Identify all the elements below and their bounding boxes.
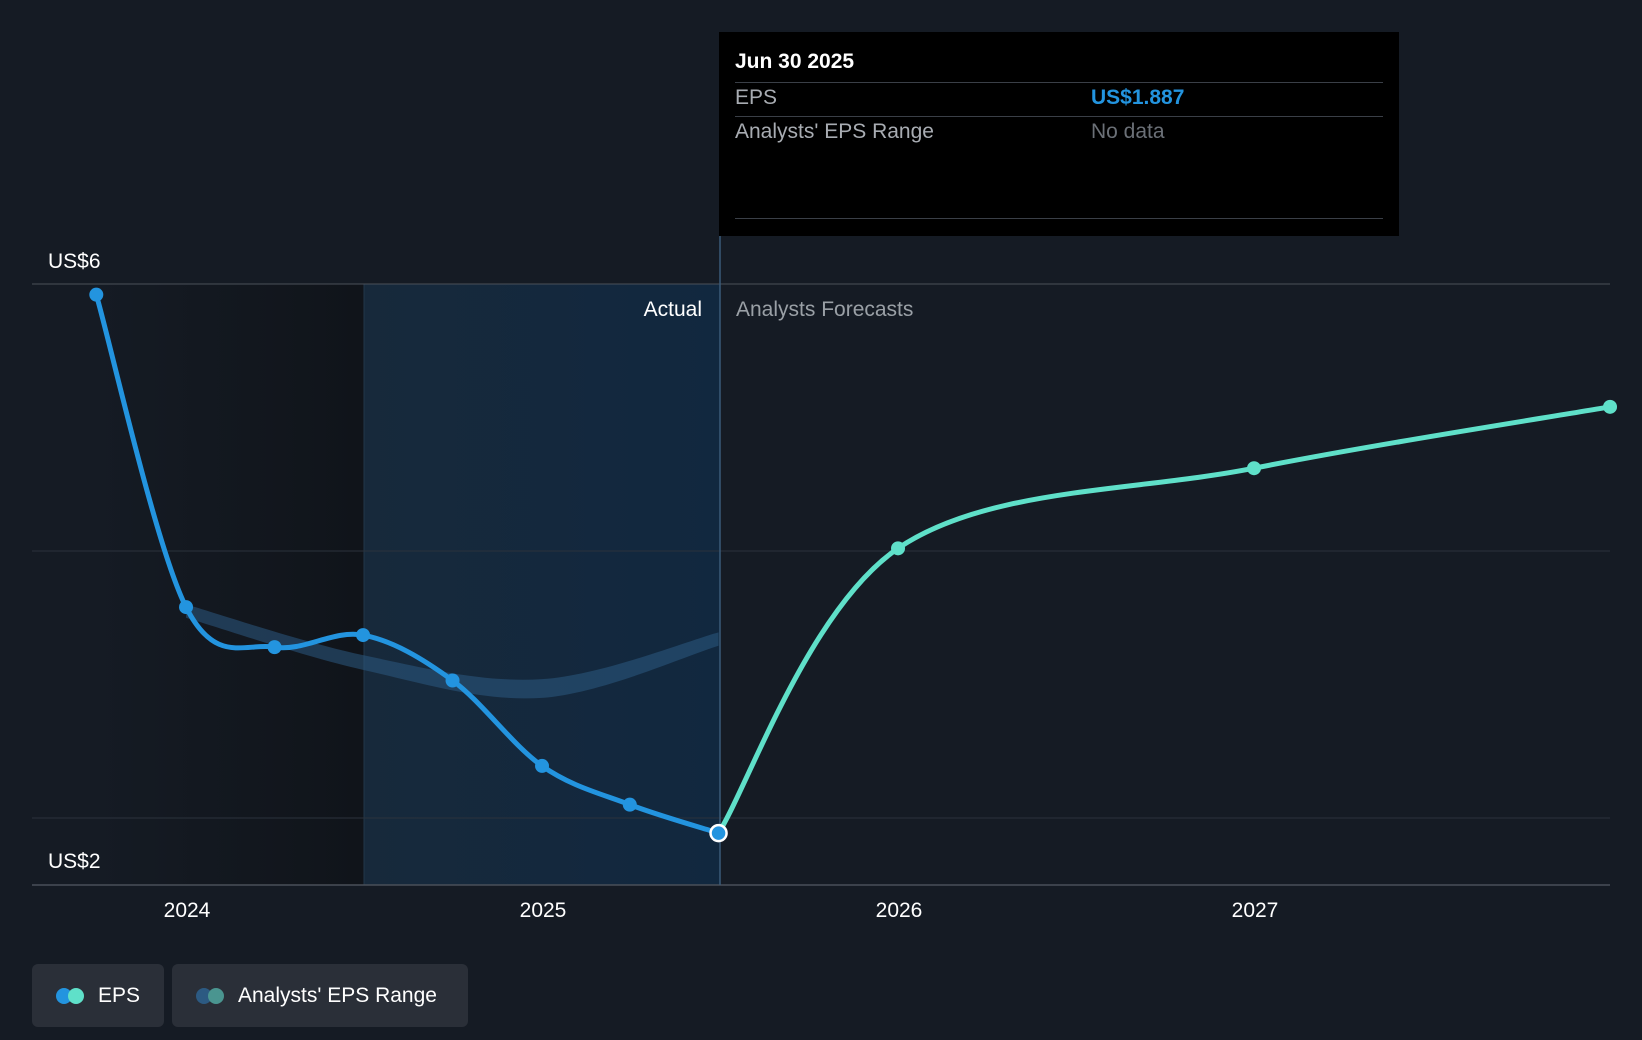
data-point-actual (89, 287, 104, 302)
forecast-section-label: Analysts Forecasts (736, 298, 913, 321)
tooltip-divider (735, 218, 1383, 219)
y-axis-label-bottom: US$2 (48, 850, 101, 873)
eps-range-legend-icon (196, 987, 226, 1004)
x-tick-label: 2026 (876, 899, 923, 922)
tooltip-divider (735, 82, 1383, 83)
legend-item-eps[interactable]: EPS (32, 964, 164, 1027)
data-point-forecast (891, 541, 906, 556)
legend-item-eps-range[interactable]: Analysts' EPS Range (172, 964, 468, 1027)
legend-swatch (68, 987, 84, 1004)
legend-swatch (208, 987, 224, 1004)
legend-label-eps-range: Analysts' EPS Range (238, 983, 437, 1007)
actual-highlight-region (364, 284, 720, 885)
data-point-actual (445, 673, 460, 688)
legend-label-eps: EPS (98, 983, 141, 1007)
tooltip-range-value: No data (1091, 120, 1165, 143)
eps-legend-icon (56, 987, 86, 1004)
data-point-forecast (1247, 461, 1262, 476)
tooltip: Jun 30 2025 EPS US$1.887 Analysts' EPS R… (719, 32, 1399, 236)
data-point-forecast (1603, 399, 1618, 414)
x-tick-label: 2027 (1232, 899, 1279, 922)
tooltip-eps-value: US$1.887 (1091, 86, 1185, 109)
tooltip-date: Jun 30 2025 (735, 50, 855, 73)
highlighted-data-point (709, 823, 728, 843)
data-point-actual (535, 758, 550, 773)
data-point-actual (356, 628, 371, 643)
series-line-forecast (716, 404, 1613, 836)
x-tick-label: 2025 (520, 899, 567, 922)
data-point-actual (267, 640, 282, 655)
past-region (95, 284, 364, 885)
data-point-actual (179, 600, 194, 615)
y-axis-label-top: US$6 (48, 250, 101, 273)
tooltip-eps-label: EPS (735, 86, 778, 109)
tooltip-range-label: Analysts' EPS Range (735, 120, 934, 143)
x-tick-label: 2024 (164, 899, 211, 922)
tooltip-divider (735, 116, 1383, 117)
data-point-actual (622, 797, 637, 812)
forecast-shadow-line (717, 405, 1611, 834)
analyst-range-band (186, 604, 719, 699)
actual-section-label: Actual (644, 298, 702, 321)
series-line-actual (93, 292, 722, 836)
